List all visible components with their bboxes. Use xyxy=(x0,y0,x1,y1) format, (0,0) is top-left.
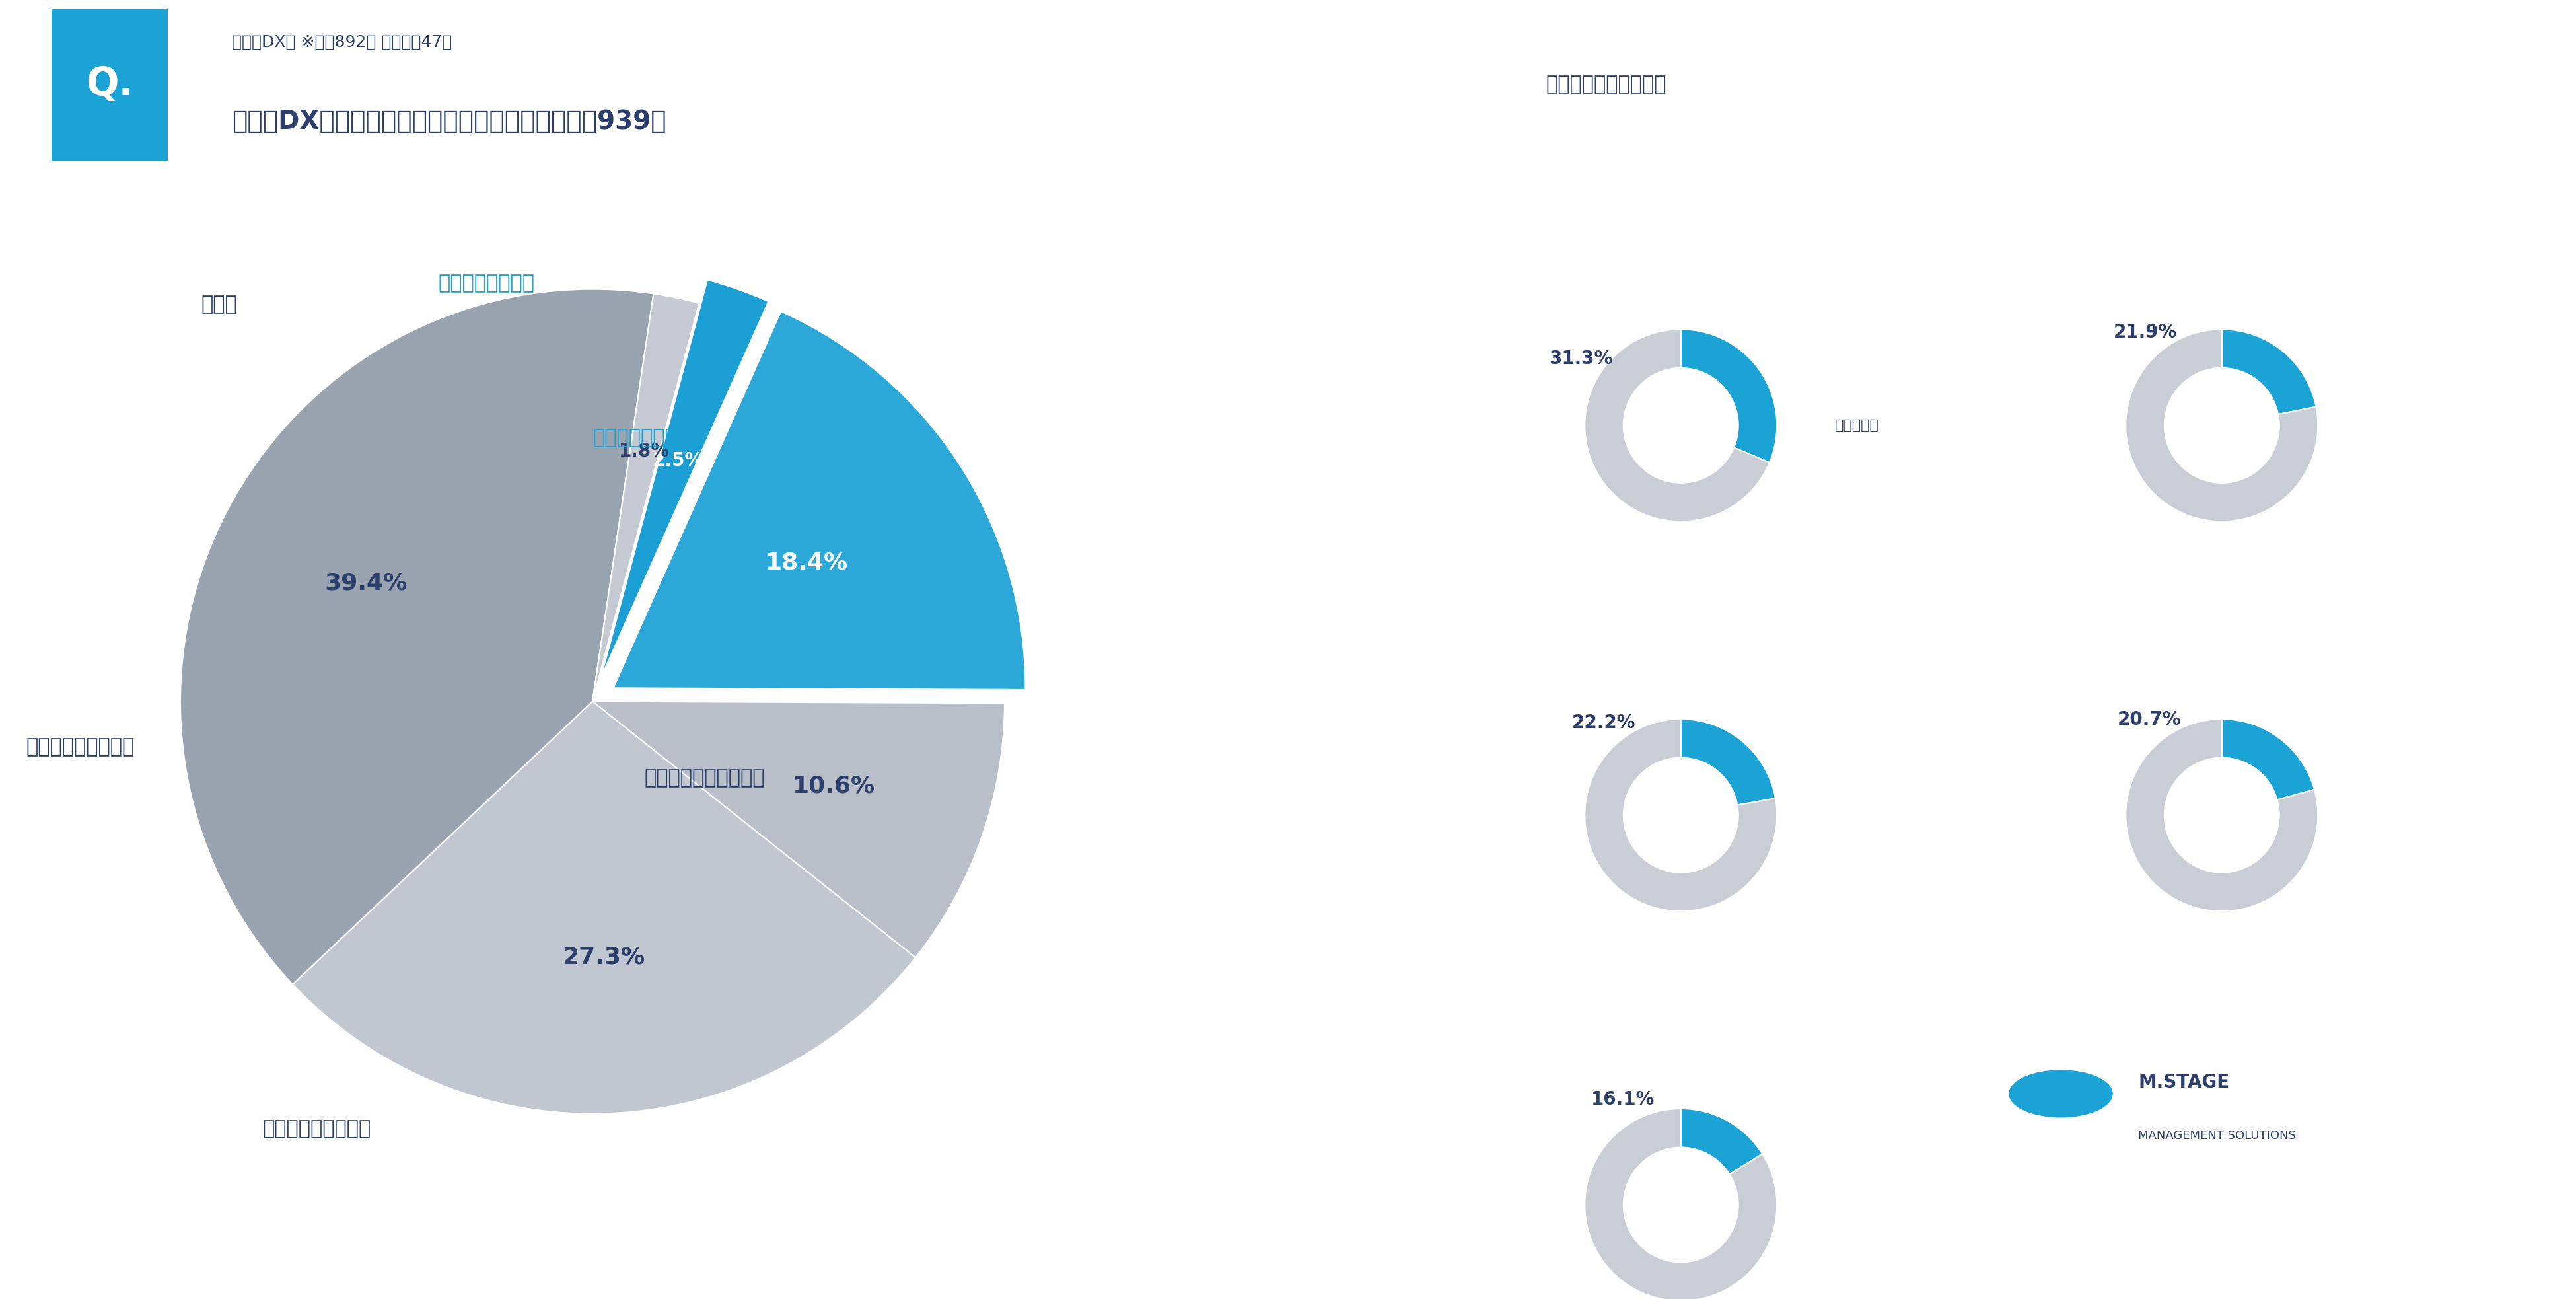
Text: 20代: 20代 xyxy=(1664,408,1698,423)
Text: 16.1%: 16.1% xyxy=(1592,1090,1654,1109)
Text: Q.: Q. xyxy=(85,66,134,103)
Circle shape xyxy=(1623,368,1739,483)
Text: （当てはまる方のみ回答）: （当てはまる方のみ回答） xyxy=(1656,826,1705,833)
Wedge shape xyxy=(180,290,654,985)
Text: MANAGEMENT SOLUTIONS: MANAGEMENT SOLUTIONS xyxy=(2138,1130,2295,1142)
Wedge shape xyxy=(1680,330,1777,462)
Wedge shape xyxy=(1680,1109,1762,1205)
Wedge shape xyxy=(1584,720,1777,911)
Wedge shape xyxy=(2221,330,2316,426)
Wedge shape xyxy=(2125,720,2318,912)
Text: （当てはまる方のみ回答）: （当てはまる方のみ回答） xyxy=(1656,1216,1705,1222)
Wedge shape xyxy=(2125,330,2318,521)
Text: ＜医師の年代別回答＞: ＜医師の年代別回答＞ xyxy=(1546,75,1667,94)
Text: 60代以上: 60代以上 xyxy=(1654,1187,1708,1203)
Wedge shape xyxy=(294,701,914,1113)
Text: （当てはまる方のみ回答）: （当てはまる方のみ回答） xyxy=(2197,826,2246,833)
Text: 40代: 40代 xyxy=(1664,798,1698,813)
Wedge shape xyxy=(600,279,768,678)
Wedge shape xyxy=(1680,720,1775,816)
Text: 進んでいる: 進んでいる xyxy=(1834,418,1878,433)
Text: （当てはまる方のみ回答）: （当てはまる方のみ回答） xyxy=(1656,436,1705,443)
Text: 10.6%: 10.6% xyxy=(793,774,876,798)
Text: 27.3%: 27.3% xyxy=(562,946,644,968)
Text: あまり進んでいない: あまり進んでいない xyxy=(263,1120,371,1138)
Text: どちらともいえない: どちらともいえない xyxy=(26,738,134,757)
Text: 2.5%: 2.5% xyxy=(652,451,703,470)
FancyBboxPatch shape xyxy=(52,9,167,160)
Text: 31.3%: 31.3% xyxy=(1548,349,1613,368)
Text: 20.7%: 20.7% xyxy=(2117,711,2182,729)
Circle shape xyxy=(2164,757,2280,873)
Wedge shape xyxy=(1584,330,1770,521)
Wedge shape xyxy=(592,701,1005,957)
Wedge shape xyxy=(2221,720,2313,816)
Text: （当てはまる方のみ回答）: （当てはまる方のみ回答） xyxy=(2197,436,2246,443)
Circle shape xyxy=(1623,757,1739,873)
Text: 18.4%: 18.4% xyxy=(765,552,848,574)
Text: まったく進んでいない: まったく進んでいない xyxy=(644,769,765,788)
Text: 30代: 30代 xyxy=(2205,408,2239,423)
Text: 39.4%: 39.4% xyxy=(325,572,407,594)
Circle shape xyxy=(2164,368,2280,483)
Circle shape xyxy=(1623,1147,1739,1263)
Wedge shape xyxy=(1584,1109,1777,1299)
Text: 21.9%: 21.9% xyxy=(2115,323,2177,342)
Text: やや進んでいる: やや進んでいる xyxy=(592,429,677,448)
Text: 1.8%: 1.8% xyxy=(618,442,670,460)
Text: M.STAGE: M.STAGE xyxy=(2138,1073,2228,1091)
Wedge shape xyxy=(592,294,698,701)
Text: その他: その他 xyxy=(201,295,237,314)
Circle shape xyxy=(2009,1070,2112,1117)
Text: 貴院のDX化の進捗状況を教えてください（回答数939）: 貴院のDX化の進捗状況を教えてください（回答数939） xyxy=(232,109,667,134)
Text: 【医療DX】 ※医師892人 医療機関47院: 【医療DX】 ※医師892人 医療機関47院 xyxy=(232,34,451,51)
Text: 22.2%: 22.2% xyxy=(1571,713,1636,733)
Text: とても進んでいる: とても進んでいる xyxy=(438,274,533,294)
Text: 50代: 50代 xyxy=(2205,798,2239,813)
Wedge shape xyxy=(613,312,1025,690)
